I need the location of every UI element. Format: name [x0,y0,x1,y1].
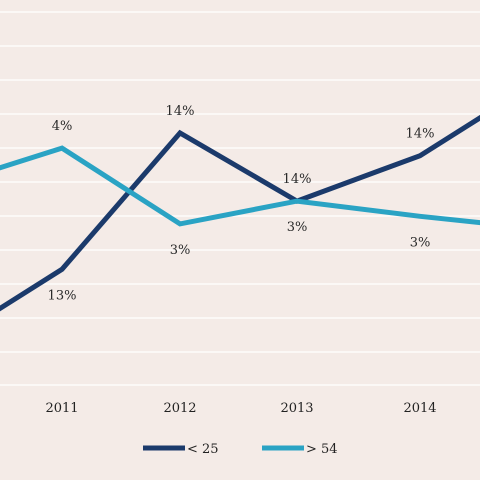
x-axis-ticks: 2011 2012 2013 2014 [45,401,436,416]
data-label: 13% [48,288,77,303]
data-label: 14% [166,104,195,119]
x-tick-label: 2011 [45,401,78,416]
data-label: 4% [52,119,73,134]
data-labels: 13% 14% 14% 14% 4% 3% 3% 3% [48,104,435,303]
x-tick-label: 2012 [163,401,196,416]
data-label: 14% [406,127,435,142]
gridlines [0,11,480,386]
series-line [0,145,480,227]
series-lines [0,114,480,312]
data-label: 3% [170,243,191,258]
x-tick-label: 2014 [403,401,436,416]
legend-label: > 54 [306,442,338,457]
data-label: 3% [410,235,431,250]
data-label: 3% [287,220,308,235]
x-tick-label: 2013 [280,401,313,416]
legend: < 25 > 54 [143,442,338,457]
legend-label: < 25 [187,442,219,457]
data-label: 14% [283,172,312,187]
series-line [0,114,480,312]
